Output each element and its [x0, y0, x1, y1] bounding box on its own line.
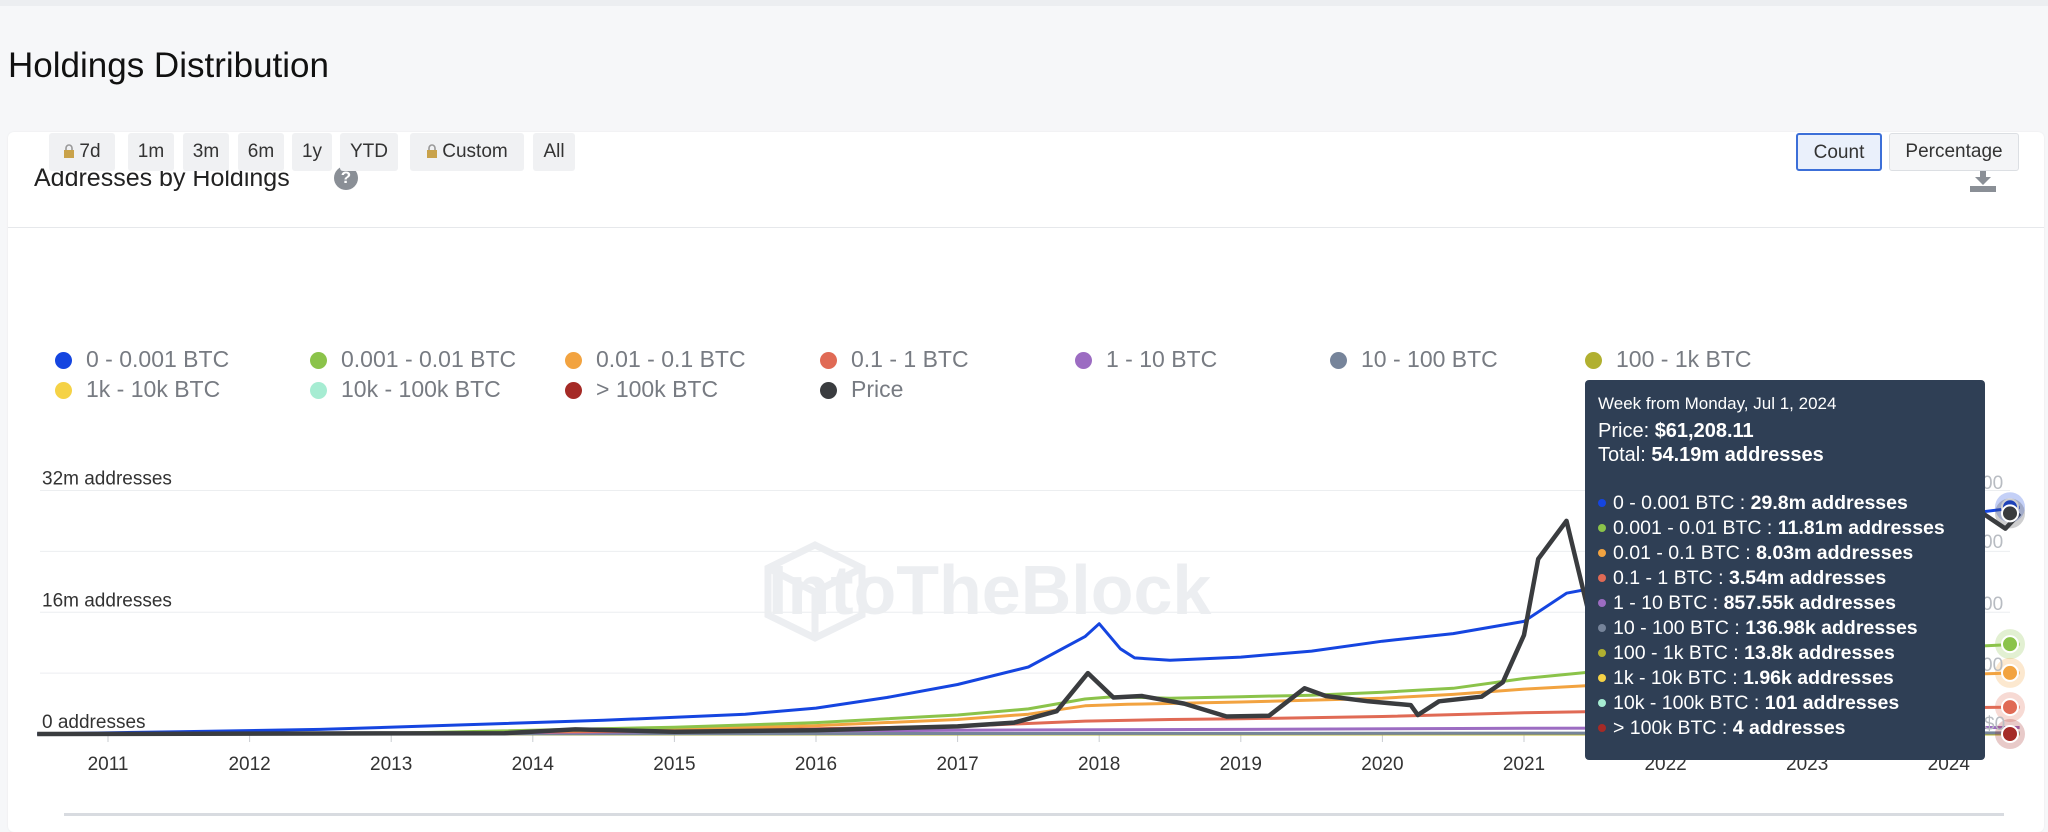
tooltip-row-10k-100k-btc: 10k - 100k BTC : 101 addresses — [1598, 691, 1985, 716]
tooltip-row-0-001-0-01-btc: 0.001 - 0.01 BTC : 11.81m addresses — [1598, 516, 1985, 541]
tooltip-week: Week from Monday, Jul 1, 2024 — [1598, 394, 1985, 414]
tooltip-dot-icon — [1598, 674, 1606, 682]
x-tick-label: 2013 — [370, 754, 412, 775]
x-tick-label: 2016 — [795, 754, 837, 775]
y-axis: 0 addresses 16m addresses 32m addresses — [42, 469, 172, 733]
tooltip-row-value: 4 addresses — [1733, 717, 1846, 739]
tooltip-row-1-10-btc: 1 - 10 BTC : 857.55k addresses — [1598, 591, 1985, 616]
tooltip-row-value: 3.54m addresses — [1729, 567, 1886, 589]
tooltip-row-name: 1k - 10k BTC — [1613, 667, 1727, 689]
tooltip-dot-icon — [1598, 599, 1606, 607]
tooltip-total-value: 54.19m addresses — [1651, 444, 1823, 466]
y-tick-label: 16m addresses — [42, 590, 172, 611]
tooltip-row-value: 29.8m addresses — [1751, 492, 1908, 514]
right-axis-fragment: $0 — [1984, 714, 2005, 735]
right-axis-fragment: 00 — [1982, 594, 2003, 615]
tooltip-row-100-1k-btc: 100 - 1k BTC : 13.8k addresses — [1598, 641, 1985, 666]
tooltip-total-label: Total: — [1598, 444, 1651, 466]
x-tick-label: 2012 — [228, 754, 270, 775]
tooltip-row-value: 13.8k addresses — [1744, 642, 1895, 664]
tooltip-dot-icon — [1598, 649, 1606, 657]
tooltip-row-name: 0.1 - 1 BTC — [1613, 567, 1713, 589]
tooltip-price-value: $61,208.11 — [1655, 420, 1754, 442]
tooltip-row-name: 100 - 1k BTC — [1613, 642, 1728, 664]
tooltip-row-name: 0.01 - 0.1 BTC — [1613, 542, 1740, 564]
y-tick-label: 32m addresses — [42, 469, 172, 490]
y-tick-label: 0 addresses — [42, 712, 146, 733]
tooltip-row-name: 1 - 10 BTC — [1613, 592, 1707, 614]
tooltip-row-value: 8.03m addresses — [1756, 542, 1913, 564]
tooltip-dot-icon — [1598, 524, 1606, 532]
x-tick-label: 2018 — [1078, 754, 1120, 775]
tooltip-dot-icon — [1598, 699, 1606, 707]
tooltip-row-value: 11.81m addresses — [1778, 517, 1945, 539]
tooltip-row-name: 10k - 100k BTC — [1613, 692, 1748, 714]
tooltip-row-0-1-1-btc: 0.1 - 1 BTC : 3.54m addresses — [1598, 566, 1985, 591]
end-marker-price — [2002, 505, 2018, 521]
tooltip-dot-icon — [1598, 549, 1606, 557]
x-tick-label: 2021 — [1503, 754, 1545, 775]
x-tick-label: 2017 — [936, 754, 978, 775]
x-tick-label: 2019 — [1220, 754, 1262, 775]
series-end-markers — [1995, 492, 2025, 749]
tooltip-row-name: 10 - 100 BTC — [1613, 617, 1729, 639]
x-tick-label: 2011 — [88, 754, 129, 775]
tooltip-row-0-01-0-1-btc: 0.01 - 0.1 BTC : 8.03m addresses — [1598, 541, 1985, 566]
right-axis-fragment: 00 — [1982, 655, 2003, 676]
tooltip-row-0-0-001-btc: 0 - 0.001 BTC : 29.8m addresses — [1598, 491, 1985, 516]
tooltip-row-name: 0.001 - 0.01 BTC — [1613, 517, 1762, 539]
tooltip-row-1k-10k-btc: 1k - 10k BTC : 1.96k addresses — [1598, 666, 1985, 691]
tooltip-dot-icon — [1598, 574, 1606, 582]
chart-tooltip: Week from Monday, Jul 1, 2024 Price: $61… — [1585, 380, 1985, 760]
right-axis-fragment: 00 — [1982, 532, 2003, 553]
right-axis-fragment: 00 — [1982, 473, 2003, 494]
end-marker-0-1-1-btc — [2002, 699, 2018, 715]
tooltip-row-100k-btc: > 100k BTC : 4 addresses — [1598, 716, 1985, 741]
tooltip-dot-icon — [1598, 624, 1606, 632]
x-tick-label: 2015 — [653, 754, 695, 775]
tooltip-total: Total: 54.19m addresses — [1598, 443, 1985, 467]
tooltip-row-name: > 100k BTC — [1613, 717, 1717, 739]
tooltip-row-name: 0 - 0.001 BTC — [1613, 492, 1734, 514]
tooltip-row-value: 136.98k addresses — [1745, 617, 1917, 639]
x-tick-label: 2014 — [512, 754, 555, 775]
watermark-text: IntoTheBlock — [768, 551, 1211, 629]
tooltip-dot-icon — [1598, 499, 1606, 507]
tooltip-dot-icon — [1598, 724, 1606, 732]
tooltip-row-value: 101 addresses — [1765, 692, 1899, 714]
tooltip-row-value: 857.55k addresses — [1724, 592, 1896, 614]
end-marker-0-001-0-01-btc — [2002, 636, 2018, 652]
x-tick-label: 2020 — [1361, 754, 1403, 775]
tooltip-row-value: 1.96k addresses — [1743, 667, 1894, 689]
scroll-track — [64, 813, 2004, 816]
tooltip-row-10-100-btc: 10 - 100 BTC : 136.98k addresses — [1598, 616, 1985, 641]
tooltip-price-label: Price: — [1598, 420, 1655, 442]
end-marker-0-01-0-1-btc — [2002, 665, 2018, 681]
tooltip-price: Price: $61,208.11 — [1598, 419, 1985, 443]
